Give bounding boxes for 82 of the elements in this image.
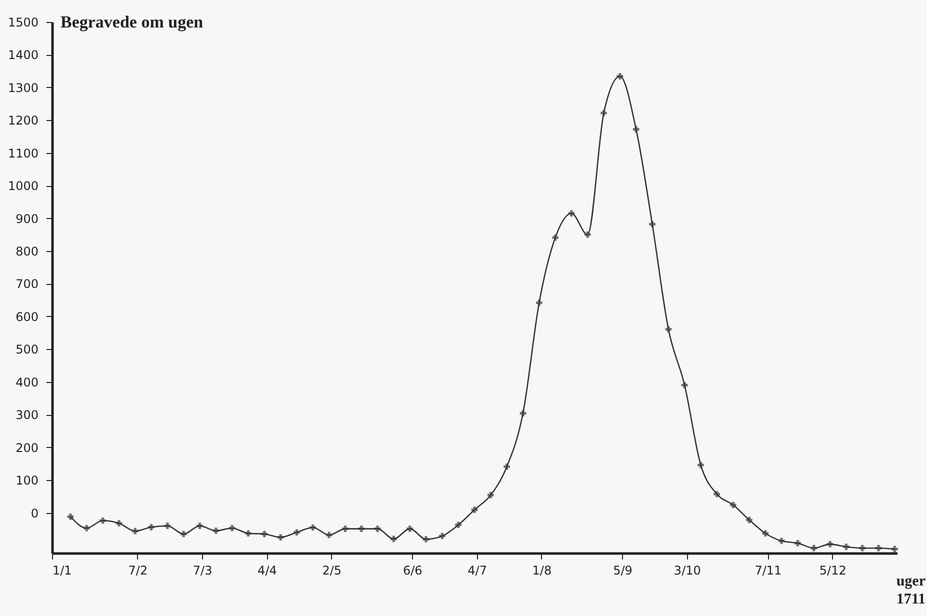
x-tick-label: 4/7 [468, 564, 487, 578]
y-tick-label: 500 [16, 342, 38, 357]
point [568, 210, 575, 217]
y-tick-label: 300 [16, 408, 38, 422]
y-tick-label: 700 [16, 277, 38, 292]
x-tick-label: 6/6 [403, 564, 422, 578]
point [261, 530, 268, 538]
point [180, 530, 187, 538]
y-tick-label: 1400 [8, 48, 38, 62]
point [245, 530, 252, 537]
point [100, 517, 106, 524]
y-tick-label: 800 [16, 244, 38, 259]
point [406, 526, 414, 532]
point [778, 538, 785, 544]
y-tick-label: 100 [16, 474, 38, 488]
y-tick-label: 200 [16, 440, 38, 455]
point [504, 463, 510, 470]
point [277, 534, 284, 540]
point [746, 516, 752, 524]
point [212, 528, 220, 534]
point [116, 520, 122, 526]
point [471, 506, 478, 513]
y-tick-label: 1000 [8, 179, 38, 194]
point [374, 526, 381, 532]
x-tick-label: 7/3 [192, 564, 212, 578]
point [326, 532, 332, 538]
point [422, 536, 430, 542]
y-tick-label: 1300 [8, 80, 38, 95]
point [520, 410, 526, 416]
point [714, 490, 720, 498]
point [488, 492, 494, 498]
point [843, 544, 850, 550]
x-tick-label: 1/8 [532, 564, 552, 578]
x-tick-label: 7/11 [754, 564, 782, 578]
point [148, 524, 154, 530]
x-tick-label: 7/2 [128, 564, 148, 578]
point [294, 529, 300, 536]
point [67, 514, 74, 520]
point [196, 522, 203, 530]
point [649, 221, 656, 228]
x-axis-title: uger 1711 [896, 574, 926, 608]
point [730, 502, 736, 508]
y-tick-label: 600 [16, 310, 38, 324]
x-tick-label: 5/9 [613, 564, 632, 578]
point [552, 234, 558, 241]
point [875, 544, 882, 552]
point [342, 526, 348, 532]
point [132, 528, 138, 534]
point [455, 522, 462, 528]
y-axis-title: Begravede om ugen [60, 12, 204, 32]
y-tick-label: 1500 [8, 16, 38, 30]
x-tick-label: 3/10 [674, 564, 701, 578]
point [698, 462, 704, 468]
point [439, 532, 446, 540]
x-tick-label: 5/12 [819, 564, 846, 578]
point [390, 536, 397, 542]
x-tick-label: 4/4 [258, 564, 277, 578]
point [826, 541, 834, 548]
y-tick-label: 1100 [8, 146, 38, 160]
point [665, 326, 672, 332]
point [762, 530, 769, 537]
y-tick-label: 0 [30, 506, 38, 520]
point [358, 526, 365, 532]
point [164, 522, 171, 530]
point [681, 382, 688, 388]
x-tick-label: 2/5 [322, 564, 342, 578]
point [600, 110, 607, 116]
point [794, 540, 801, 546]
point [810, 544, 818, 552]
point [616, 73, 624, 80]
point [632, 126, 640, 132]
point [859, 544, 866, 552]
point [584, 232, 591, 238]
y-tick-label: 400 [16, 375, 38, 390]
point [83, 524, 90, 532]
point [892, 546, 898, 552]
point [536, 300, 542, 306]
x-tick-label: 1/1 [52, 564, 72, 578]
point [310, 524, 316, 531]
point [228, 524, 236, 532]
y-tick-label: 1200 [8, 114, 38, 128]
y-tick-label: 900 [16, 212, 38, 226]
